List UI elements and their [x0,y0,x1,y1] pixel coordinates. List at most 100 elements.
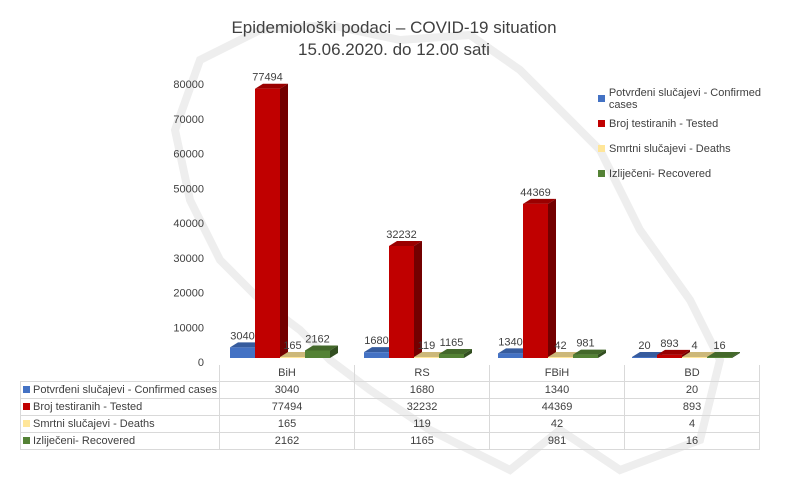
bar-side [548,198,556,358]
table-cell: 16 [624,432,761,450]
bar [707,357,732,358]
bar [632,357,657,358]
table-row: Smrtni slučajevi - Deaths 165 119 42 4 [19,415,761,433]
data-label: 893 [660,338,678,350]
legend-swatch [598,170,605,177]
y-tick-label: 20000 [173,288,204,300]
table-cell: 3040 [219,381,356,399]
bar-top [305,345,338,351]
chart-title: Epidemiološki podaci – COVID-19 situatio… [231,18,557,37]
table-cell: 77494 [219,398,356,416]
bar-side [732,352,740,358]
data-label: 4 [691,340,697,352]
bar [255,88,280,359]
data-label: 16 [713,340,725,352]
table-cell: 20 [624,381,761,399]
bar-side [280,83,288,359]
series-label: Izliječeni- Recovered [19,432,221,450]
category-label: FBiH [489,365,626,382]
y-tick-label: 0 [198,357,204,369]
bar [548,357,573,358]
data-label: 3040 [230,330,254,342]
table-cell: 1340 [489,381,626,399]
chart-subtitle: 15.06.2020. do 12.00 sati [298,40,490,59]
bar-top [280,352,313,357]
bar [498,353,523,358]
category-label: BD [624,365,761,382]
legend-item: Broj testiranih - Tested [598,111,788,136]
bar [657,354,682,358]
legend-swatch [598,145,605,152]
bar [439,353,464,358]
legend-swatch [23,437,30,444]
bar-top [573,349,606,355]
bar-top [255,83,288,89]
table-row: Izliječeni- Recovered 2162 1165 981 16 [19,432,761,450]
table-header-row: BiH RS FBiH BD [20,365,761,382]
y-tick-label: 40000 [173,218,204,230]
series-label: Smrtni slučajevi - Deaths [19,415,221,433]
legend-label: Potvrđeni slučajevi - Confirmed cases [608,86,762,111]
series-label: Broj testiranih - Tested [19,398,221,416]
bar [364,352,389,358]
bar-top [632,352,665,357]
data-label: 165 [283,340,301,352]
data-label: 2162 [305,333,329,345]
bar [414,357,439,358]
data-label: 20 [638,340,650,352]
series-name: Broj testiranih - Tested [33,401,143,413]
data-label: 32232 [386,229,417,241]
series-name: Izliječeni- Recovered [33,435,136,447]
y-tick-label: 10000 [173,322,204,334]
table-cell: 42 [489,415,626,433]
bar-top [682,352,715,357]
bar-side [464,348,472,358]
data-label: 77494 [252,72,283,84]
bar [305,350,330,358]
data-label: 44369 [520,187,551,199]
bar-top [364,347,397,353]
data-label: 42 [554,340,566,352]
legend-label: Broj testiranih - Tested [609,117,719,130]
bar-side [414,240,422,358]
data-label: 1165 [440,337,464,349]
legend-item: Smrtni slučajevi - Deaths [598,136,788,161]
legend-item: Izliječeni- Recovered [598,161,788,186]
table-row: Broj testiranih - Tested 77494 32232 44369 8… [19,398,761,416]
y-tick-label: 60000 [173,149,204,161]
data-label: 1340 [498,336,522,348]
bar-top [439,348,472,354]
bar [389,245,414,358]
y-tick-label: 30000 [173,253,204,265]
table-cell: 1165 [354,432,491,450]
legend-item: Potvrđeni slučajevi - Confirmed cases [598,86,788,111]
bar-top [389,240,422,246]
bar [230,347,255,358]
legend: Potvrđeni slučajevi - Confirmed cases Br… [598,86,788,186]
table-cell: 1680 [354,381,491,399]
series-name: Potvrđeni slučajevi - Confirmed cases [33,384,218,396]
bar-top [414,352,447,357]
table-row: Potvrđeni slučajevi - Confirmed cases 304… [19,381,761,399]
bar [280,357,305,358]
table-cell: 32232 [354,398,491,416]
table-cell: 165 [219,415,356,433]
table-cell: 4 [624,415,761,433]
legend-swatch [23,386,30,393]
bar-top [707,352,740,357]
bar-side [598,349,606,358]
series-label: Potvrđeni slučajevi - Confirmed cases [19,381,221,399]
category-label: RS [354,365,491,382]
data-table: BiH RS FBiH BD Potvrđeni slučajevi - Con… [19,365,761,450]
table-cell: 2162 [219,432,356,450]
legend-label: Smrtni slučajevi - Deaths [609,142,731,155]
bar-top [498,348,531,354]
table-cell: 44369 [489,398,626,416]
legend-swatch [598,120,605,127]
bar-top [548,352,581,357]
table-cell: 981 [489,432,626,450]
y-tick-label: 70000 [173,114,204,126]
y-tick-label: 80000 [173,79,204,91]
data-label: 119 [418,340,436,352]
